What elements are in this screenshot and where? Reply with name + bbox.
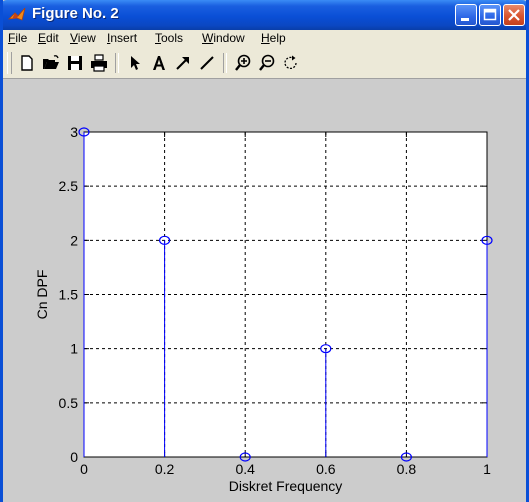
toolbar-grip[interactable] — [7, 52, 12, 74]
figure-canvas: 0 0.2 0.4 0.6 0.8 1 0 0.5 1 1.5 2 2.5 3 Diskret Freq… — [3, 79, 526, 502]
x-tick-label: 0.2 — [155, 461, 175, 477]
maximize-icon — [483, 8, 497, 21]
insert-text-icon[interactable] — [149, 53, 169, 73]
y-axis-label: Cn DPF — [34, 270, 50, 320]
y-tick-label: 0 — [70, 449, 78, 465]
y-tick-label: 0.5 — [59, 395, 79, 411]
stem-series — [78, 127, 493, 462]
x-tick-label: 0.8 — [397, 461, 417, 477]
menu-insert[interactable]: Insert — [107, 31, 138, 45]
open-folder-icon[interactable] — [41, 53, 61, 73]
insert-line-icon[interactable] — [197, 53, 217, 73]
menu-tools[interactable]: Tools — [155, 31, 184, 45]
x-tick-label: 0 — [80, 461, 88, 477]
stem-marker — [481, 235, 493, 245]
rotate-icon[interactable] — [281, 53, 301, 73]
axis-ticks: 0 0.2 0.4 0.6 0.8 1 0 0.5 1 1.5 2 2.5 3 — [59, 124, 492, 477]
menu-file[interactable]: File — [8, 31, 28, 45]
stem-marker — [320, 344, 332, 354]
y-tick-label: 2 — [70, 232, 78, 248]
toolbar-separator — [223, 53, 227, 73]
minimize-button[interactable] — [455, 4, 477, 26]
new-file-icon[interactable] — [17, 53, 37, 73]
x-tick-label: 0.4 — [235, 461, 255, 477]
y-tick-label: 3 — [70, 124, 78, 140]
maximize-button[interactable] — [479, 4, 501, 26]
menu-view[interactable]: View — [70, 31, 96, 45]
menu-help[interactable]: Help — [261, 31, 286, 45]
stem-marker — [239, 452, 251, 462]
stem-marker — [159, 235, 171, 245]
zoom-out-icon[interactable] — [257, 53, 277, 73]
y-tick-label: 1 — [70, 341, 78, 357]
close-icon — [508, 9, 520, 21]
zoom-in-icon[interactable] — [233, 53, 253, 73]
x-tick-label: 0.6 — [316, 461, 336, 477]
save-icon[interactable] — [65, 53, 85, 73]
menu-window[interactable]: Window — [202, 31, 245, 45]
toolbar — [3, 48, 526, 79]
minimize-icon — [461, 18, 469, 21]
menu-edit[interactable]: Edit — [38, 31, 59, 45]
x-axis-label: Diskret Frequency — [229, 478, 343, 494]
window-title: Figure No. 2 — [32, 5, 119, 22]
x-tick-label: 1 — [483, 461, 491, 477]
title-bar[interactable]: Figure No. 2 — [3, 0, 526, 30]
stem-marker — [400, 452, 412, 462]
stem-plot[interactable]: 0 0.2 0.4 0.6 0.8 1 0 0.5 1 1.5 2 2.5 3 Diskret Freq… — [3, 79, 526, 502]
insert-arrow-icon[interactable] — [173, 53, 193, 73]
select-arrow-icon[interactable] — [125, 53, 145, 73]
menu-bar: File Edit View Insert Tools Window Help — [3, 30, 526, 48]
y-tick-label: 1.5 — [59, 287, 79, 303]
toolbar-separator — [115, 53, 119, 73]
close-button[interactable] — [503, 4, 525, 26]
stem-marker — [78, 127, 90, 137]
matlab-logo-icon — [8, 7, 26, 21]
print-icon[interactable] — [89, 53, 109, 73]
y-tick-label: 2.5 — [59, 178, 79, 194]
